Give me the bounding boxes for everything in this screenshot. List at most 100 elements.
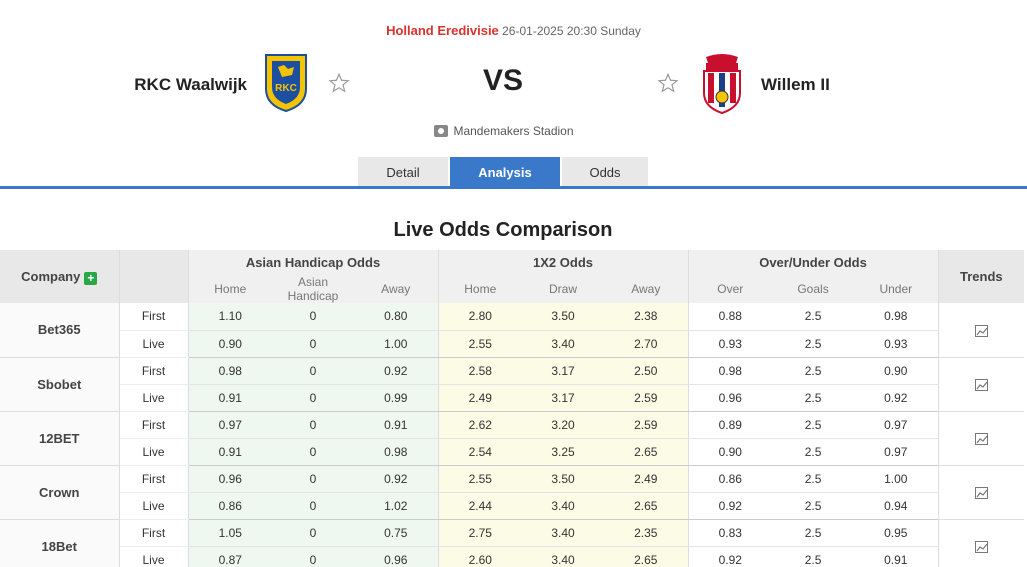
odds-cell[interactable]: 0 — [272, 519, 354, 547]
line-chart-icon[interactable] — [974, 432, 988, 445]
odds-cell[interactable]: 0.86 — [188, 492, 272, 520]
odds-cell[interactable]: 2.5 — [772, 519, 855, 547]
tab-odds[interactable]: Odds — [562, 157, 648, 188]
odds-cell[interactable]: 0.96 — [688, 384, 773, 412]
favorite-away-star-icon[interactable] — [657, 72, 679, 94]
odds-cell[interactable]: 0.93 — [854, 330, 939, 358]
odds-cell[interactable]: 1.00 — [854, 465, 939, 493]
odds-cell[interactable]: 3.25 — [522, 438, 604, 466]
odds-cell[interactable]: 2.80 — [438, 303, 522, 331]
odds-cell[interactable]: 3.50 — [522, 303, 604, 331]
away-team-logo[interactable] — [700, 53, 744, 115]
odds-cell[interactable]: 0.90 — [188, 330, 272, 358]
odds-cell[interactable]: 2.65 — [604, 546, 689, 567]
odds-cell[interactable]: 0.96 — [188, 465, 272, 493]
odds-cell[interactable]: 0 — [272, 384, 354, 412]
odds-cell[interactable]: 0 — [272, 465, 354, 493]
odds-cell[interactable]: 0 — [272, 357, 354, 385]
odds-cell[interactable]: 1.02 — [354, 492, 439, 520]
odds-cell[interactable]: 2.55 — [438, 465, 522, 493]
odds-cell[interactable]: 0.97 — [854, 411, 939, 439]
odds-cell[interactable]: 2.35 — [604, 519, 689, 547]
odds-cell[interactable]: 0.80 — [354, 303, 439, 331]
odds-cell[interactable]: 2.60 — [438, 546, 522, 567]
odds-cell[interactable]: 0 — [272, 438, 354, 466]
company-name[interactable]: 12BET — [0, 411, 120, 466]
odds-cell[interactable]: 0.95 — [854, 519, 939, 547]
odds-cell[interactable]: 2.5 — [772, 303, 855, 331]
company-name[interactable]: Crown — [0, 465, 120, 520]
odds-cell[interactable]: 3.40 — [522, 492, 604, 520]
odds-cell[interactable]: 0.98 — [854, 303, 939, 331]
odds-cell[interactable]: 3.20 — [522, 411, 604, 439]
odds-cell[interactable]: 3.17 — [522, 384, 604, 412]
odds-cell[interactable]: 3.17 — [522, 357, 604, 385]
odds-cell[interactable]: 0 — [272, 411, 354, 439]
odds-cell[interactable]: 0.90 — [854, 357, 939, 385]
odds-cell[interactable]: 0.75 — [354, 519, 439, 547]
company-name[interactable]: Bet365 — [0, 303, 120, 358]
odds-cell[interactable]: 2.5 — [772, 438, 855, 466]
odds-cell[interactable]: 0.92 — [854, 384, 939, 412]
line-chart-icon[interactable] — [974, 540, 988, 553]
odds-cell[interactable]: 1.00 — [354, 330, 439, 358]
odds-cell[interactable]: 2.75 — [438, 519, 522, 547]
odds-cell[interactable]: 2.62 — [438, 411, 522, 439]
odds-cell[interactable]: 0.99 — [354, 384, 439, 412]
odds-cell[interactable]: 3.50 — [522, 465, 604, 493]
odds-cell[interactable]: 2.5 — [772, 411, 855, 439]
odds-cell[interactable]: 2.58 — [438, 357, 522, 385]
odds-cell[interactable]: 0.91 — [188, 384, 272, 412]
odds-cell[interactable]: 1.05 — [188, 519, 272, 547]
odds-cell[interactable]: 0 — [272, 303, 354, 331]
company-name[interactable]: Sbobet — [0, 357, 120, 412]
odds-cell[interactable]: 0.87 — [188, 546, 272, 567]
odds-cell[interactable]: 0.91 — [188, 438, 272, 466]
odds-cell[interactable]: 1.10 — [188, 303, 272, 331]
odds-cell[interactable]: 2.5 — [772, 384, 855, 412]
odds-cell[interactable]: 2.65 — [604, 492, 689, 520]
odds-cell[interactable]: 0.86 — [688, 465, 773, 493]
odds-cell[interactable]: 2.5 — [772, 492, 855, 520]
odds-cell[interactable]: 2.65 — [604, 438, 689, 466]
odds-cell[interactable]: 0.98 — [188, 357, 272, 385]
company-name[interactable]: 18Bet — [0, 519, 120, 567]
line-chart-icon[interactable] — [974, 486, 988, 499]
odds-cell[interactable]: 0 — [272, 546, 354, 567]
odds-cell[interactable]: 0 — [272, 492, 354, 520]
odds-cell[interactable]: 0.90 — [688, 438, 773, 466]
odds-cell[interactable]: 0.92 — [688, 492, 773, 520]
home-team-logo[interactable]: RKC — [262, 53, 310, 113]
odds-cell[interactable]: 0.92 — [354, 465, 439, 493]
odds-cell[interactable]: 0.91 — [854, 546, 939, 567]
odds-cell[interactable]: 3.40 — [522, 330, 604, 358]
line-chart-icon[interactable] — [974, 324, 988, 337]
odds-cell[interactable]: 2.49 — [604, 465, 689, 493]
odds-cell[interactable]: 0.92 — [354, 357, 439, 385]
home-team-name[interactable]: RKC Waalwijk — [134, 75, 247, 94]
odds-cell[interactable]: 2.5 — [772, 546, 855, 567]
odds-cell[interactable]: 2.38 — [604, 303, 689, 331]
odds-cell[interactable]: 2.59 — [604, 411, 689, 439]
odds-cell[interactable]: 0.91 — [354, 411, 439, 439]
odds-cell[interactable]: 0.96 — [354, 546, 439, 567]
odds-cell[interactable]: 2.44 — [438, 492, 522, 520]
odds-cell[interactable]: 0.93 — [688, 330, 773, 358]
odds-cell[interactable]: 0.94 — [854, 492, 939, 520]
odds-cell[interactable]: 3.40 — [522, 546, 604, 567]
odds-cell[interactable]: 2.54 — [438, 438, 522, 466]
odds-cell[interactable]: 3.40 — [522, 519, 604, 547]
league-name[interactable]: Holland Eredivisie — [386, 23, 499, 38]
odds-cell[interactable]: 0.92 — [688, 546, 773, 567]
odds-cell[interactable]: 2.5 — [772, 330, 855, 358]
odds-cell[interactable]: 2.59 — [604, 384, 689, 412]
line-chart-icon[interactable] — [974, 378, 988, 391]
add-company-icon[interactable]: + — [84, 271, 98, 285]
odds-cell[interactable]: 0.88 — [688, 303, 773, 331]
odds-cell[interactable]: 2.50 — [604, 357, 689, 385]
odds-cell[interactable]: 2.55 — [438, 330, 522, 358]
odds-cell[interactable]: 0.98 — [354, 438, 439, 466]
odds-cell[interactable]: 2.49 — [438, 384, 522, 412]
odds-cell[interactable]: 2.5 — [772, 357, 855, 385]
odds-cell[interactable]: 2.5 — [772, 465, 855, 493]
